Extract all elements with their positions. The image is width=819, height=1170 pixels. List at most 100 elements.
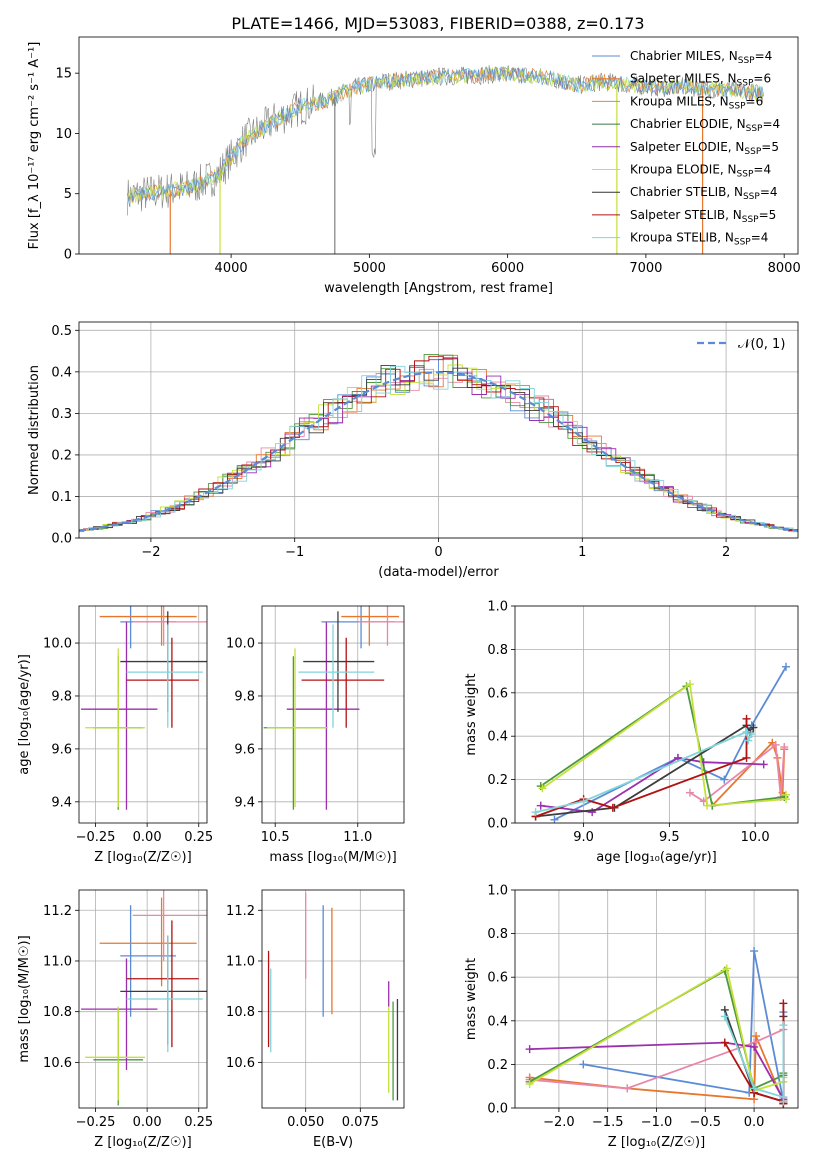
legend-entry: 𝒩(0, 1) xyxy=(738,337,785,352)
y-tick-label: 10 xyxy=(55,127,72,142)
y-axis-label: mass weight xyxy=(464,673,479,755)
x-axis-label: Z [log₁₀(Z/Z☉)] xyxy=(94,850,191,865)
legend-entry: Kroupa MILES, NSSP=6 xyxy=(630,94,763,111)
x-tick-label: 10.5 xyxy=(261,830,290,845)
plot-area-spectrum xyxy=(127,65,764,254)
y-tick-label: 11.2 xyxy=(43,904,72,919)
y-axis-label: mass weight xyxy=(464,958,479,1040)
y-tick-label: 9.4 xyxy=(51,795,72,810)
legend-entry: Salpeter MILES, NSSP=6 xyxy=(630,72,771,89)
y-tick-label: 9.8 xyxy=(51,689,72,704)
x-tick-label: −2 xyxy=(141,545,160,560)
x-tick-label: −1 xyxy=(285,545,304,560)
x-axis-label: wavelength [Angstrom, rest frame] xyxy=(324,281,553,296)
y-axis-label: Flux [f_λ 10⁻¹⁷ erg cm⁻² s⁻¹ A⁻¹] xyxy=(27,42,42,250)
sfh-line xyxy=(541,682,787,807)
spectrum-legend: Chabrier MILES, NSSP=4 Salpeter MILES, NS… xyxy=(592,49,780,248)
y-tick-label: 0.3 xyxy=(51,407,72,422)
x-tick-label: 4000 xyxy=(215,261,248,276)
x-axis-label: Z [log₁₀(Z/Z☉)] xyxy=(608,1135,705,1150)
legend-entry: Chabrier MILES, NSSP=4 xyxy=(630,49,772,66)
y-tick-label: 10.6 xyxy=(226,1056,255,1071)
plot-area-mass_weight_vs_age xyxy=(531,662,790,823)
y-tick-label: 0.0 xyxy=(487,1102,508,1117)
plot-area-mass_weight_vs_Z xyxy=(525,947,788,1108)
model-spectrum-line xyxy=(127,65,764,204)
y-tick-label: 9.8 xyxy=(234,689,255,704)
y-tick-label: 0.8 xyxy=(487,927,508,942)
x-axis-label: age [log₁₀(age/yr)] xyxy=(596,850,717,865)
sfh-line xyxy=(553,666,787,821)
x-tick-label: 9.0 xyxy=(573,830,594,845)
y-tick-label: 9.6 xyxy=(51,742,72,757)
y-axis-label: Normed distribution xyxy=(27,365,42,495)
residual-histogram-line xyxy=(79,364,798,533)
legend-entry: Chabrier STELIB, NSSP=4 xyxy=(630,185,778,202)
residual-histogram-line xyxy=(79,365,798,533)
y-tick-label: 5 xyxy=(64,187,72,202)
y-tick-label: 0.5 xyxy=(51,324,72,339)
x-tick-label: 6000 xyxy=(491,261,524,276)
plot-area-mass_vs_Z xyxy=(81,890,207,1106)
x-tick-label: 0.050 xyxy=(287,1115,324,1130)
legend-entry: Salpeter STELIB, NSSP=5 xyxy=(630,208,776,225)
x-axis-label: Z [log₁₀(Z/Z☉)] xyxy=(94,1135,191,1150)
plot-area-age_vs_mass xyxy=(263,606,404,810)
y-tick-label: 0 xyxy=(64,248,72,263)
plot-area-mass_vs_ebv xyxy=(267,892,399,1101)
plot-area-age_vs_Z xyxy=(81,606,207,810)
y-tick-label: 0.4 xyxy=(487,730,508,745)
axes-frame xyxy=(78,36,799,255)
y-tick-label: 0.4 xyxy=(51,365,72,380)
legend-entry: Kroupa STELIB, NSSP=4 xyxy=(630,231,768,248)
y-tick-label: 0.0 xyxy=(51,532,72,547)
model-spectrum-line xyxy=(127,66,764,202)
y-tick-label: 11.2 xyxy=(226,904,255,919)
y-tick-label: 0.4 xyxy=(487,1014,508,1029)
sfh-line xyxy=(535,730,753,813)
axes-mass_weight_vs_Z: −2.0 −1.5 −1.0 −0.5 0.0 0.0 0.2 0.4 0.6 0.8 1.0 Z [… xyxy=(464,884,799,1150)
x-tick-label: 0.075 xyxy=(342,1115,379,1130)
axes-frame xyxy=(261,605,405,824)
x-tick-label: 5000 xyxy=(353,261,386,276)
x-axis-label: (data-model)/error xyxy=(378,565,499,580)
axes-mass_vs_ebv: 0.050 0.075 10.6 10.8 11.0 11.2 E(B-V) xyxy=(226,889,405,1150)
y-axis-label: mass [log₁₀(M/M☉)] xyxy=(17,935,32,1062)
axes-age_vs_mass: 10.5 11.0 9.4 9.6 9.8 10.0 mass [log₁₀(M/M☉)] xyxy=(226,605,405,865)
axes-residuals: −2 −1 0 1 2 0.0 0.1 0.2 0.3 0.4 0.5 (data-model)/er… xyxy=(27,321,799,580)
y-tick-label: 1.0 xyxy=(487,600,508,615)
y-tick-label: 10.6 xyxy=(43,1056,72,1071)
y-axis-label: age [log₁₀(age/yr)] xyxy=(17,654,32,775)
y-tick-label: 0.2 xyxy=(487,1058,508,1073)
axes-mass_vs_Z: −0.25 0.00 0.25 10.6 10.8 11.0 11.2 Z [log₁₀(Z/… xyxy=(17,889,213,1150)
x-tick-label: −2.0 xyxy=(543,1115,575,1130)
gaussian-reference-line xyxy=(79,371,798,532)
x-tick-label: 0.00 xyxy=(133,830,162,845)
y-tick-label: 0.1 xyxy=(51,490,72,505)
axes-spectrum: 4000 5000 6000 7000 8000 0 5 10 15 wavelength [An… xyxy=(27,36,801,296)
x-tick-label: 0 xyxy=(434,545,442,560)
y-tick-label: 9.4 xyxy=(234,795,255,810)
y-tick-label: 10.8 xyxy=(226,1005,255,1020)
legend-entry: Salpeter ELODIE, NSSP=5 xyxy=(630,140,779,157)
axes-age_vs_Z: −0.25 0.00 0.25 9.4 9.6 9.8 10.0 Z [log₁₀(Z/Z☉)… xyxy=(17,605,213,865)
plot-area-residuals xyxy=(79,353,798,533)
x-tick-label: −1.0 xyxy=(641,1115,673,1130)
axes-frame xyxy=(514,605,799,824)
figure-title: PLATE=1466, MJD=53083, FIBERID=0388, z=0… xyxy=(231,14,644,33)
model-spectrum-line xyxy=(127,66,764,204)
y-tick-label: 10.8 xyxy=(43,1005,72,1020)
x-tick-label: −0.25 xyxy=(76,830,116,845)
residual-histogram-line xyxy=(79,364,798,533)
x-tick-label: 8000 xyxy=(768,261,801,276)
axes-frame xyxy=(78,605,208,824)
x-axis-label: mass [log₁₀(M/M☉)] xyxy=(269,850,396,865)
y-tick-label: 0.2 xyxy=(51,448,72,463)
residual-histogram-line xyxy=(79,355,798,532)
sfh-line xyxy=(711,741,786,807)
axes-frame xyxy=(261,889,405,1109)
x-tick-label: 0.0 xyxy=(744,1115,765,1130)
y-tick-label: 0.2 xyxy=(487,773,508,788)
